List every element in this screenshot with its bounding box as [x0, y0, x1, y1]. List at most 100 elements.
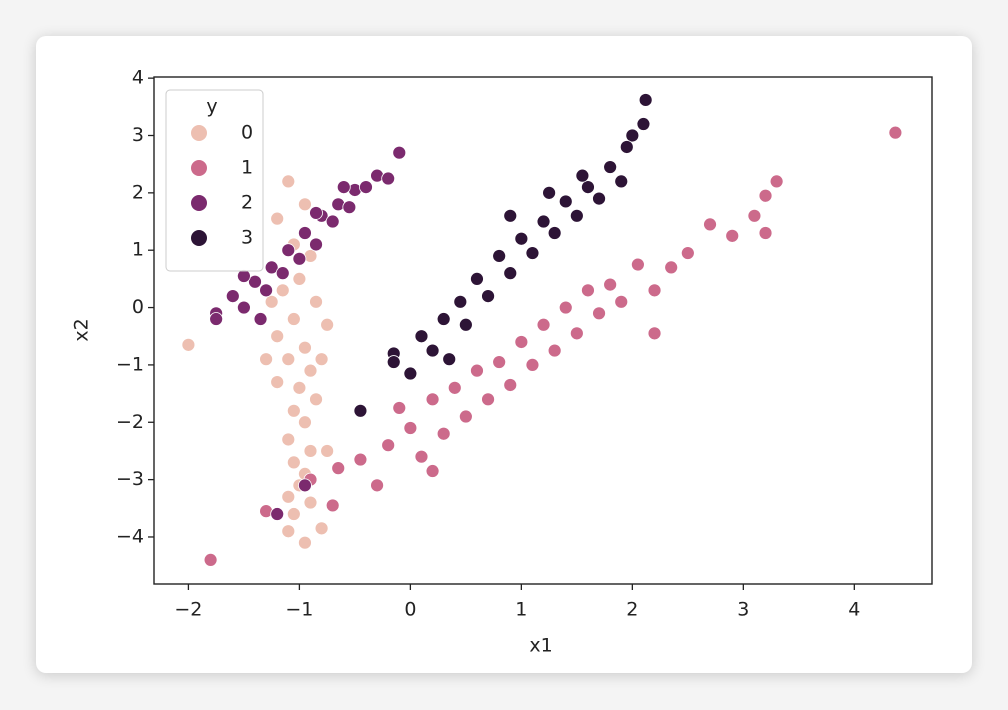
point — [298, 415, 312, 430]
point — [758, 226, 773, 240]
point — [558, 300, 573, 315]
point — [370, 478, 384, 493]
point — [298, 478, 312, 493]
point — [592, 306, 606, 321]
point — [492, 249, 507, 263]
point — [392, 401, 407, 415]
point — [264, 260, 279, 275]
point — [325, 214, 340, 229]
y-tick-label: 3 — [132, 124, 144, 146]
point — [581, 180, 595, 195]
point — [298, 535, 312, 550]
point — [425, 343, 440, 358]
point — [647, 326, 662, 341]
x-axis-label: x1 — [529, 635, 552, 657]
point — [888, 125, 903, 140]
point — [414, 329, 429, 344]
point — [314, 521, 329, 536]
point — [381, 171, 396, 186]
x-tick-label: 2 — [626, 599, 638, 621]
legend-marker — [191, 195, 207, 211]
point — [725, 228, 740, 243]
point — [619, 140, 634, 154]
legend-label: 3 — [241, 227, 253, 249]
y-tick-label: 1 — [132, 239, 144, 261]
x-tick-label: −1 — [285, 599, 313, 621]
point — [747, 208, 762, 223]
plot-frame — [153, 76, 933, 585]
point — [314, 352, 329, 367]
legend-marker — [191, 160, 207, 176]
point — [331, 461, 346, 476]
point — [286, 403, 301, 418]
point — [203, 553, 218, 567]
point — [569, 326, 584, 341]
point — [281, 489, 296, 504]
point — [359, 180, 373, 195]
point — [703, 217, 717, 232]
point — [569, 208, 584, 223]
point — [303, 363, 318, 378]
point — [514, 335, 529, 349]
point — [575, 168, 590, 183]
point — [425, 392, 440, 407]
point — [320, 317, 335, 332]
point — [503, 266, 518, 281]
point — [503, 208, 518, 223]
point — [536, 317, 551, 332]
point — [281, 174, 296, 189]
point — [270, 211, 285, 226]
legend-label: 1 — [241, 157, 253, 179]
y-tick-label: 2 — [132, 181, 144, 203]
point — [603, 160, 618, 174]
y-tick-label: −3 — [116, 468, 144, 490]
point — [336, 180, 351, 195]
point — [558, 194, 573, 209]
point — [536, 214, 551, 229]
point — [492, 355, 507, 369]
legend-box — [165, 89, 264, 272]
legend-marker — [191, 230, 207, 246]
point — [281, 524, 296, 539]
point — [342, 200, 357, 215]
point — [403, 366, 418, 381]
point — [381, 438, 396, 453]
legend-label: 2 — [241, 192, 253, 214]
point — [281, 432, 296, 447]
point — [236, 300, 251, 315]
point — [298, 340, 312, 355]
point — [481, 392, 495, 407]
point — [453, 294, 468, 309]
point — [664, 260, 679, 275]
point — [325, 498, 340, 513]
point — [514, 231, 529, 246]
point — [309, 237, 323, 252]
point — [292, 271, 307, 286]
point — [603, 277, 618, 292]
point — [253, 312, 268, 326]
point — [281, 243, 296, 258]
y-tick-label: −4 — [116, 525, 144, 547]
point — [630, 257, 645, 272]
point — [547, 343, 562, 358]
point — [638, 93, 653, 107]
point — [425, 464, 440, 478]
point — [270, 329, 285, 344]
legend-marker — [191, 125, 207, 141]
point — [275, 283, 290, 298]
point — [680, 246, 695, 260]
point — [264, 294, 279, 309]
point — [303, 495, 318, 510]
point — [581, 283, 595, 298]
point — [647, 283, 662, 298]
point — [286, 507, 301, 521]
y-axis-label: x2 — [71, 318, 93, 341]
point — [470, 271, 484, 286]
point — [392, 145, 407, 160]
point — [758, 188, 773, 203]
y-tick-label: 4 — [132, 67, 144, 89]
point — [525, 358, 540, 372]
point — [181, 337, 196, 352]
x-tick-label: 1 — [515, 599, 527, 621]
